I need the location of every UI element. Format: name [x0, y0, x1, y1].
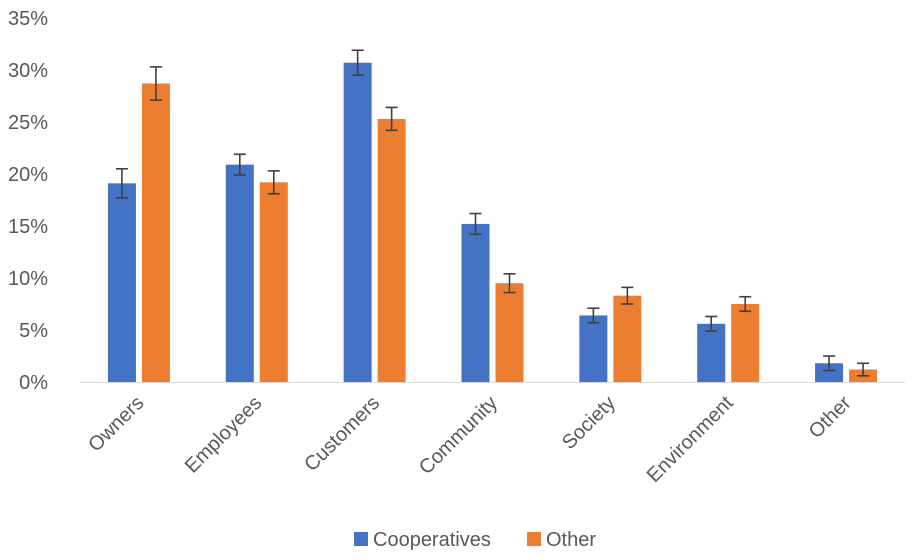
x-tick-label: Other [805, 392, 856, 443]
bar-other-environment [731, 304, 760, 382]
legend-label: Cooperatives [373, 529, 491, 551]
bar-other-customers [377, 118, 406, 382]
error-bar-other-community [503, 273, 516, 294]
legend-swatch [527, 532, 541, 546]
bar-cooperatives-society [579, 315, 608, 382]
y-tick-label: 15% [8, 216, 48, 238]
bar-other-employees [259, 182, 288, 382]
y-tick-label: 10% [8, 268, 48, 290]
y-tick-label: 25% [8, 112, 48, 134]
bar-other-owners [141, 83, 170, 383]
error-bar-other-other [857, 362, 870, 377]
error-bar-cooperatives-society [587, 307, 600, 324]
bar-cooperatives-community [461, 223, 490, 382]
y-tick-label: 0% [19, 372, 48, 394]
legend-swatch [354, 532, 368, 546]
x-tick-label: Employees [181, 392, 267, 478]
y-tick-label: 20% [8, 164, 48, 186]
x-tick-label: Community [415, 392, 502, 479]
error-bar-other-environment [739, 295, 752, 313]
error-bar-other-owners [149, 66, 162, 101]
x-tick-label: Customers [300, 392, 384, 476]
x-tick-label: Society [558, 392, 620, 454]
bar-cooperatives-other [815, 363, 844, 382]
legend-item-cooperatives: Cooperatives [354, 529, 491, 551]
bars-group [107, 62, 878, 383]
legend-item-other: Other [527, 529, 596, 551]
bar-cooperatives-employees [225, 164, 254, 382]
y-axis: 0% 5% 10% 15% 20% 25% 30% 35% [8, 8, 48, 394]
error-bar-cooperatives-other [823, 355, 836, 372]
error-bars-group [115, 49, 870, 377]
x-tick-label: Environment [643, 392, 738, 487]
x-axis: Owners Employees Customers Community Society… [84, 392, 856, 487]
bar-cooperatives-customers [343, 62, 372, 382]
y-tick-label: 30% [8, 60, 48, 82]
error-bar-cooperatives-customers [351, 49, 364, 76]
error-bar-cooperatives-employees [233, 153, 246, 176]
error-bar-other-customers [385, 106, 398, 132]
error-bar-cooperatives-owners [115, 168, 128, 199]
error-bar-other-society [621, 286, 634, 305]
bar-cooperatives-environment [697, 323, 726, 382]
bar-other-society [613, 295, 642, 382]
legend: Cooperatives Other [354, 529, 596, 551]
bar-other-community [495, 283, 524, 382]
error-bar-other-employees [267, 170, 280, 195]
bar-cooperatives-owners [107, 183, 136, 382]
legend-label: Other [546, 529, 596, 551]
error-bar-cooperatives-environment [705, 315, 718, 332]
error-bar-cooperatives-community [469, 212, 482, 236]
y-tick-label: 5% [19, 320, 48, 342]
x-tick-label: Owners [84, 392, 148, 456]
y-tick-label: 35% [8, 8, 48, 30]
